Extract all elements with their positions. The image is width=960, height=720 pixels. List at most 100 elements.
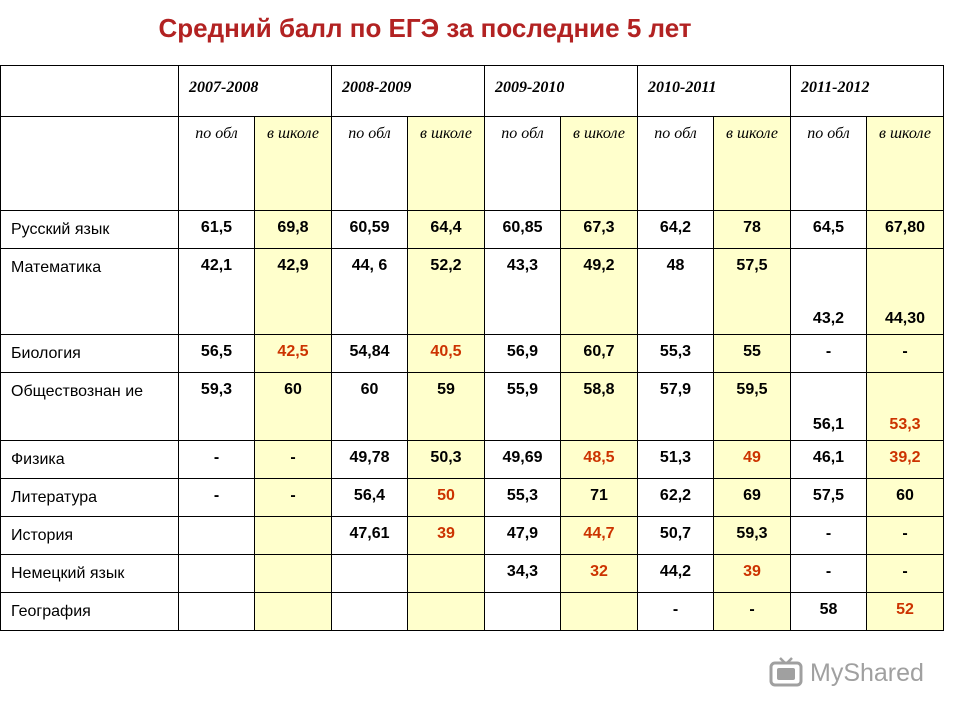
sub-header-region: по обл bbox=[790, 116, 867, 211]
region-score-cell: 60 bbox=[331, 372, 408, 441]
school-score-cell: 39 bbox=[407, 516, 485, 555]
school-score-cell: 52,2 bbox=[407, 248, 485, 335]
school-score-cell: 59,3 bbox=[713, 516, 791, 555]
region-score-cell: 59,3 bbox=[178, 372, 255, 441]
region-score-cell bbox=[484, 592, 561, 631]
school-score-cell bbox=[254, 554, 332, 593]
region-score-cell bbox=[178, 554, 255, 593]
school-score-cell: 67,80 bbox=[866, 210, 944, 249]
region-score-cell: 49,69 bbox=[484, 440, 561, 479]
region-score-cell bbox=[178, 592, 255, 631]
school-score-cell: 78 bbox=[713, 210, 791, 249]
school-score-cell: - bbox=[254, 440, 332, 479]
school-score-cell: 50 bbox=[407, 478, 485, 517]
watermark-text: MyShared bbox=[810, 658, 924, 687]
table-body: Русский язык 61,5 69,8 60,59 64,4 60,85 67,3 64… bbox=[0, 210, 944, 631]
subject-name: Литература bbox=[0, 478, 179, 517]
region-score-cell bbox=[331, 554, 408, 593]
table-row: Математика 42,1 42,9 44, 6 52,2 43,3 49,2 48 57,… bbox=[0, 248, 944, 335]
subject-name: Математика bbox=[0, 248, 179, 335]
region-score-cell: 64,5 bbox=[790, 210, 867, 249]
region-score-cell: - bbox=[178, 440, 255, 479]
region-score-cell: 57,9 bbox=[637, 372, 714, 441]
school-score-cell: 49 bbox=[713, 440, 791, 479]
region-score-cell: 48 bbox=[637, 248, 714, 335]
subject-name: Русский язык bbox=[0, 210, 179, 249]
tv-icon bbox=[769, 657, 803, 687]
school-score-cell: 69,8 bbox=[254, 210, 332, 249]
region-score-cell: 58 bbox=[790, 592, 867, 631]
region-score-cell: 55,3 bbox=[484, 478, 561, 517]
region-score-cell: 43,3 bbox=[484, 248, 561, 335]
region-score-cell: 55,3 bbox=[637, 334, 714, 373]
year-header: 2007-2008 bbox=[178, 65, 332, 117]
school-score-cell bbox=[407, 554, 485, 593]
school-score-cell: 59,5 bbox=[713, 372, 791, 441]
sub-header-region: по обл bbox=[331, 116, 408, 211]
region-score-cell: 43,2 bbox=[790, 248, 867, 335]
subject-name: Немецкий язык bbox=[0, 554, 179, 593]
watermark: MyShared bbox=[768, 656, 924, 690]
table-row: История 47,61 39 47,9 44,7 50,7 59,3- - bbox=[0, 516, 944, 555]
school-score-cell: - bbox=[866, 516, 944, 555]
region-score-cell bbox=[178, 516, 255, 555]
region-score-cell bbox=[331, 592, 408, 631]
region-score-cell: 57,5 bbox=[790, 478, 867, 517]
school-score-cell: 42,5 bbox=[254, 334, 332, 373]
school-score-cell: 60 bbox=[254, 372, 332, 441]
region-score-cell: 50,7 bbox=[637, 516, 714, 555]
table-row: Литература - -56,4 50 55,3 71 62,2 69 57,5 60 bbox=[0, 478, 944, 517]
year-header: 2010-2011 bbox=[637, 65, 791, 117]
sub-header-region: по обл bbox=[637, 116, 714, 211]
school-score-cell: 53,3 bbox=[866, 372, 944, 441]
table-row: География - -58 52 bbox=[0, 592, 944, 631]
school-score-cell: 69 bbox=[713, 478, 791, 517]
region-score-cell: 56,4 bbox=[331, 478, 408, 517]
school-score-cell: 59 bbox=[407, 372, 485, 441]
year-header: 2011-2012 bbox=[790, 65, 944, 117]
region-score-cell: - bbox=[790, 334, 867, 373]
school-score-cell: 48,5 bbox=[560, 440, 638, 479]
table-row: Биология 56,5 42,5 54,84 40,5 56,9 60,7 55,3 55-… bbox=[0, 334, 944, 373]
region-score-cell: 55,9 bbox=[484, 372, 561, 441]
sub-header-row: по обл в школе по обл в школе по обл в ш… bbox=[0, 116, 944, 211]
region-score-cell: 60,59 bbox=[331, 210, 408, 249]
sub-header-school: в школе bbox=[254, 116, 332, 211]
school-score-cell bbox=[407, 592, 485, 631]
school-score-cell: 64,4 bbox=[407, 210, 485, 249]
year-header-row: 2007-2008 2008-2009 2009-2010 2010-2011 … bbox=[0, 65, 944, 117]
corner-cell bbox=[0, 116, 179, 211]
region-score-cell: 54,84 bbox=[331, 334, 408, 373]
corner-cell bbox=[0, 65, 179, 117]
school-score-cell: 57,5 bbox=[713, 248, 791, 335]
page-title: Средний балл по ЕГЭ за последние 5 лет bbox=[158, 13, 692, 43]
school-score-cell: 50,3 bbox=[407, 440, 485, 479]
grades-table: 2007-2008 2008-2009 2009-2010 2010-2011 … bbox=[0, 65, 944, 631]
school-score-cell bbox=[254, 516, 332, 555]
school-score-cell: 44,30 bbox=[866, 248, 944, 335]
region-score-cell: 62,2 bbox=[637, 478, 714, 517]
school-score-cell bbox=[254, 592, 332, 631]
region-score-cell: 56,1 bbox=[790, 372, 867, 441]
table-row: Физика - -49,78 50,3 49,69 48,5 51,3 49 46,1 39,2 bbox=[0, 440, 944, 479]
school-score-cell: 60 bbox=[866, 478, 944, 517]
sub-header-school: в школе bbox=[560, 116, 638, 211]
school-score-cell: 55 bbox=[713, 334, 791, 373]
region-score-cell: 56,5 bbox=[178, 334, 255, 373]
subject-name: Обществознан ие bbox=[0, 372, 179, 441]
school-score-cell: 49,2 bbox=[560, 248, 638, 335]
sub-header-school: в школе bbox=[866, 116, 944, 211]
school-score-cell: 67,3 bbox=[560, 210, 638, 249]
subject-name: История bbox=[0, 516, 179, 555]
school-score-cell: 39,2 bbox=[866, 440, 944, 479]
region-score-cell: 61,5 bbox=[178, 210, 255, 249]
school-score-cell: 60,7 bbox=[560, 334, 638, 373]
region-score-cell: - bbox=[790, 516, 867, 555]
school-score-cell: 39 bbox=[713, 554, 791, 593]
region-score-cell: 42,1 bbox=[178, 248, 255, 335]
sub-header-school: в школе bbox=[713, 116, 791, 211]
region-score-cell: 44, 6 bbox=[331, 248, 408, 335]
school-score-cell: - bbox=[866, 554, 944, 593]
subject-name: География bbox=[0, 592, 179, 631]
region-score-cell: 47,9 bbox=[484, 516, 561, 555]
